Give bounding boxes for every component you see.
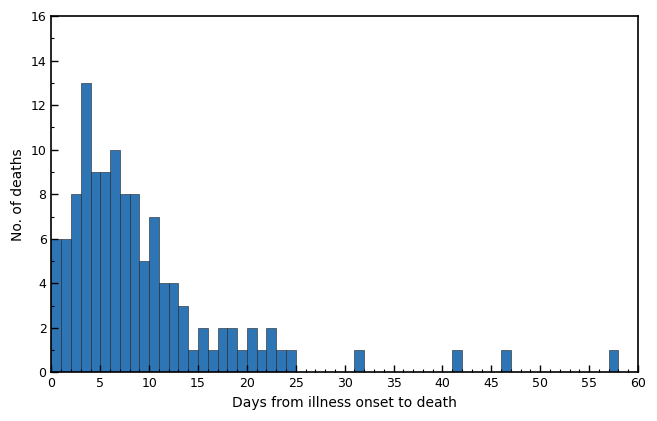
Bar	[139, 261, 149, 373]
Bar	[91, 172, 101, 373]
Bar	[217, 328, 227, 373]
Bar	[61, 239, 71, 373]
Y-axis label: No. of deaths: No. of deaths	[11, 148, 25, 241]
Bar	[452, 350, 462, 373]
Bar	[129, 195, 139, 373]
Bar	[608, 350, 618, 373]
Bar	[276, 350, 286, 373]
Bar	[267, 328, 276, 373]
Bar	[189, 350, 198, 373]
Bar	[101, 172, 110, 373]
Bar	[227, 328, 237, 373]
Bar	[198, 328, 208, 373]
Bar	[81, 83, 91, 373]
Bar	[159, 283, 169, 373]
Bar	[110, 150, 120, 373]
Bar	[120, 195, 129, 373]
Bar	[355, 350, 364, 373]
Bar	[149, 216, 159, 373]
Bar	[169, 283, 179, 373]
Bar	[286, 350, 296, 373]
Bar	[51, 239, 61, 373]
Bar	[237, 350, 247, 373]
Bar	[71, 195, 81, 373]
Bar	[257, 350, 267, 373]
Bar	[247, 328, 257, 373]
Bar	[208, 350, 217, 373]
X-axis label: Days from illness onset to death: Days from illness onset to death	[232, 396, 457, 410]
Bar	[501, 350, 511, 373]
Bar	[179, 306, 189, 373]
